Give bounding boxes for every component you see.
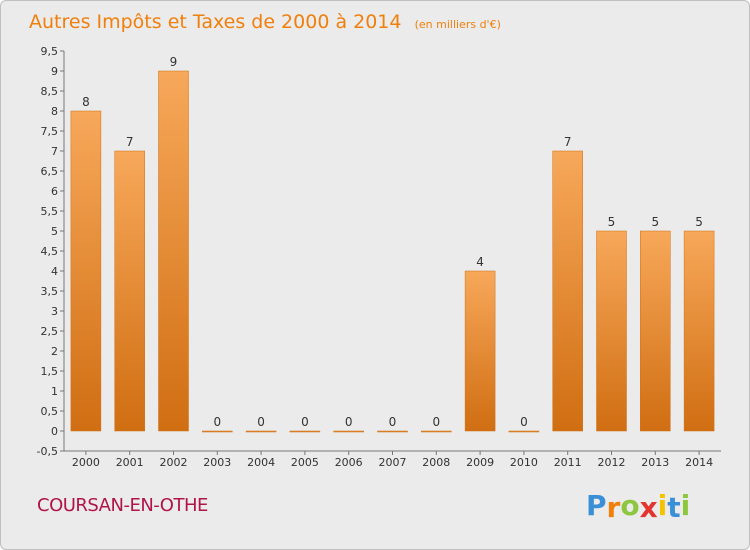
- logo-letter: o: [620, 489, 640, 522]
- x-tick-label: 2006: [335, 456, 363, 469]
- y-tick-label: 2: [51, 345, 58, 358]
- x-tick-label: 2013: [641, 456, 669, 469]
- y-tick-label: 6: [51, 185, 58, 198]
- x-tick-label: 2001: [116, 456, 144, 469]
- logo-letter: i: [657, 489, 668, 522]
- x-tick-label: 2004: [247, 456, 275, 469]
- x-tick-label: 2008: [422, 456, 450, 469]
- data-label: 7: [126, 135, 134, 149]
- data-label: 0: [389, 415, 397, 429]
- y-tick-label: 2,5: [41, 325, 59, 338]
- bar: [158, 70, 189, 432]
- y-tick-label: 9: [51, 65, 58, 78]
- x-tick-label: 2007: [379, 456, 407, 469]
- y-tick-label: -0,5: [37, 445, 58, 458]
- bar: [70, 110, 102, 432]
- bar: [421, 430, 452, 433]
- bar: [114, 150, 145, 432]
- data-label: 7: [564, 135, 572, 149]
- data-label: 4: [476, 255, 484, 269]
- y-tick-label: 1,5: [41, 365, 59, 378]
- bar: [202, 430, 233, 433]
- chart-subtitle: (en milliers d'€): [415, 18, 501, 31]
- bar: [377, 430, 408, 433]
- svg-text:Autres Impôts et Taxes de 2000: Autres Impôts et Taxes de 2000 à 2014 (e…: [29, 11, 501, 33]
- y-tick-label: 4: [51, 265, 58, 278]
- logo-letter: x: [639, 491, 658, 524]
- bar: [245, 430, 277, 433]
- data-label: 9: [170, 55, 178, 69]
- logo-letter: P: [586, 489, 607, 522]
- y-tick-label: 5,5: [41, 205, 59, 218]
- logo-letter: t: [667, 491, 681, 524]
- y-tick-label: 3,5: [41, 285, 59, 298]
- y-tick-label: 7,5: [41, 125, 59, 138]
- bars: 8 7 9 0 0 0 0 0 0 4 0 7 5 5 5: [70, 55, 715, 433]
- x-tick-label: 2003: [203, 456, 231, 469]
- data-label: 0: [257, 415, 265, 429]
- proxiti-logo[interactable]: Proxiti: [586, 489, 691, 524]
- x-tick-label: 2002: [160, 456, 188, 469]
- y-tick-label: 1: [51, 385, 58, 398]
- y-tick-label: 7: [51, 145, 58, 158]
- data-label: 8: [82, 95, 90, 109]
- y-tick-label: 9,5: [41, 45, 59, 58]
- x-tick-label: 2009: [466, 456, 494, 469]
- x-tick-label: 2011: [554, 456, 582, 469]
- y-tick-label: 6,5: [41, 165, 59, 178]
- bar: [640, 230, 671, 432]
- bar: [683, 230, 715, 432]
- data-label: 0: [432, 415, 440, 429]
- y-tick-label: 4,5: [41, 245, 59, 258]
- x-tick-label: 2014: [685, 456, 713, 469]
- x-tick-label: 2000: [72, 456, 100, 469]
- commune-name: COURSAN-EN-OTHE: [37, 495, 208, 516]
- data-label: 0: [213, 415, 221, 429]
- data-label: 0: [301, 415, 309, 429]
- bar: [289, 430, 321, 433]
- x-tick-label: 2005: [291, 456, 319, 469]
- y-tick-label: 8,5: [41, 85, 59, 98]
- x-tick-label: 2012: [598, 456, 626, 469]
- y-tick-label: 3: [51, 305, 58, 318]
- data-label: 5: [651, 215, 659, 229]
- axes: -0,5 0 0,5 1 1,5 2 2,5 3 3,5 4 4,5 5 5,5 6 6,5 7 7,5 8 8,5…: [37, 45, 721, 469]
- bar: [552, 150, 583, 432]
- data-label: 0: [345, 415, 353, 429]
- data-label: 0: [520, 415, 528, 429]
- y-tick-label: 8: [51, 105, 58, 118]
- data-label: 5: [608, 215, 616, 229]
- bar: [596, 230, 627, 432]
- y-tick-label: 5: [51, 225, 58, 238]
- bar: [508, 430, 540, 433]
- logo-letter: r: [606, 491, 621, 524]
- bar: [464, 270, 496, 432]
- bar: [333, 430, 364, 433]
- y-tick-label: 0,5: [41, 405, 59, 418]
- data-label: 5: [695, 215, 703, 229]
- x-tick-label: 2010: [510, 456, 538, 469]
- y-tick-label: 0: [51, 425, 58, 438]
- chart-title: Autres Impôts et Taxes de 2000 à 2014: [29, 11, 402, 33]
- logo-letter: i: [680, 489, 691, 522]
